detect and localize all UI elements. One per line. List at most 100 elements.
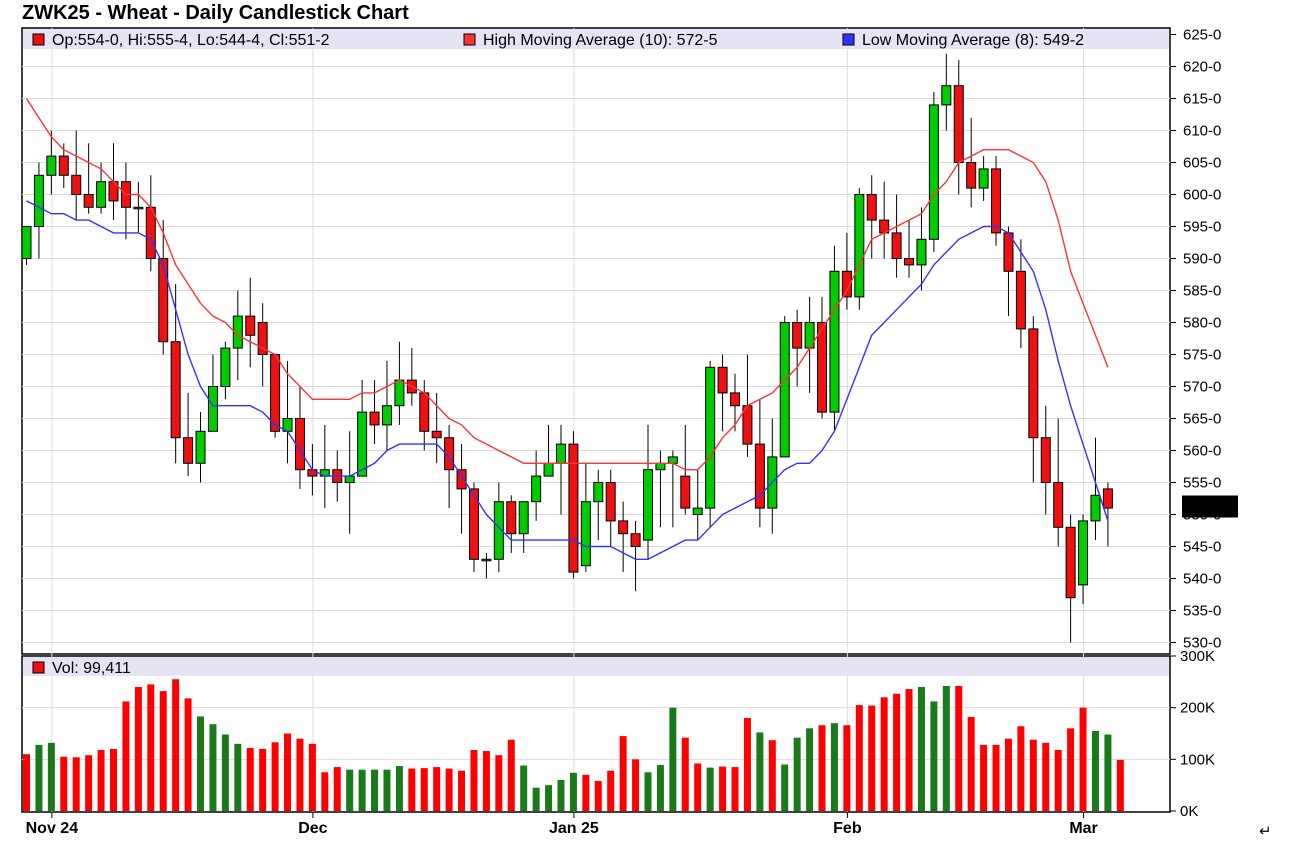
chart-title: ZWK25 - Wheat - Daily Candlestick Chart: [22, 2, 409, 24]
volume-bar: [656, 765, 664, 811]
candle: [1015, 239, 1026, 349]
volume-bar: [632, 759, 640, 811]
volume-bar: [296, 738, 304, 811]
candle: [754, 399, 765, 528]
price-tick-label: 595-0: [1183, 219, 1221, 236]
candle-body: [1102, 488, 1113, 509]
candle-body: [183, 437, 194, 464]
candle-body: [953, 85, 964, 163]
candle: [792, 309, 803, 387]
candle-body: [829, 270, 840, 413]
candle: [1078, 514, 1089, 605]
volume-bar: [607, 770, 615, 811]
candle: [978, 156, 989, 201]
volume-bar: [209, 724, 217, 811]
volume-tick-label: 200K: [1180, 700, 1215, 717]
candle-body: [817, 322, 828, 413]
price-tick-label: 585-0: [1183, 283, 1221, 300]
candle-body: [245, 315, 256, 336]
candle: [717, 354, 728, 432]
candle-body: [220, 347, 231, 388]
candle: [779, 316, 790, 458]
volume-bar: [594, 781, 602, 811]
volume-tick-label: 100K: [1180, 751, 1215, 768]
candle-body: [468, 488, 479, 560]
candle-body: [580, 501, 591, 567]
candle-body: [730, 392, 741, 407]
candle-body: [232, 315, 243, 349]
price-tick-label: 570-0: [1183, 379, 1221, 396]
candle-body: [1078, 520, 1089, 586]
last-price-marker: [1182, 495, 1238, 518]
candle: [705, 360, 716, 528]
volume-bar: [1017, 726, 1025, 811]
volume-bar: [781, 764, 789, 811]
volume-bar: [284, 733, 292, 811]
volume-tick-label: 0K: [1180, 803, 1198, 820]
candle: [369, 380, 380, 445]
candle-body: [344, 475, 355, 484]
volume-bar: [395, 766, 403, 811]
candle: [568, 431, 579, 579]
volume-bar: [930, 701, 938, 811]
candle: [456, 444, 467, 534]
candle-body: [83, 194, 94, 208]
volume-bar: [719, 766, 727, 811]
volume-bar: [184, 698, 192, 811]
candle-body: [518, 501, 529, 535]
candle-body: [891, 232, 902, 259]
candle-body: [419, 392, 430, 432]
volume-bar: [72, 757, 80, 811]
volume-bar: [1091, 730, 1099, 811]
volume-legend-bar: [23, 657, 1169, 676]
volume-bar: [955, 685, 963, 811]
candle-body: [21, 226, 32, 259]
volume-tick-label: 300K: [1180, 648, 1215, 665]
candle: [207, 354, 218, 432]
volume-bar: [308, 743, 316, 811]
candle-body: [991, 168, 1002, 234]
candle-body: [369, 411, 380, 426]
ohlc-legend-text: Op:554-0, Hi:555-4, Lo:544-4, Cl:551-2: [52, 32, 330, 49]
price-tick-label: 555-0: [1183, 475, 1221, 492]
volume-bar: [35, 744, 43, 811]
candle: [444, 424, 455, 509]
candle: [481, 552, 492, 579]
volume-bar: [557, 780, 565, 811]
volume-bar: [1054, 750, 1062, 811]
high-ma-legend-swatch: [463, 33, 476, 46]
price-tick-label: 625-0: [1183, 27, 1221, 44]
volume-bar: [346, 769, 354, 811]
volume-bar: [470, 750, 478, 811]
volume-legend-swatch: [32, 661, 45, 674]
candle: [431, 392, 442, 464]
volume-bar: [830, 723, 838, 811]
volume-bar: [321, 772, 329, 811]
candle: [46, 130, 57, 195]
candle-body: [692, 507, 703, 516]
candle: [183, 392, 194, 477]
price-tick-label: 620-0: [1183, 59, 1221, 76]
volume-bar: [905, 689, 913, 811]
candle-body: [33, 174, 44, 228]
price-tick-label: 535-0: [1183, 603, 1221, 620]
candle: [991, 156, 1002, 246]
candle-body: [928, 104, 939, 240]
candle: [866, 175, 877, 259]
candle: [195, 412, 206, 483]
volume-bar: [768, 740, 776, 811]
date-label: Mar: [1069, 820, 1097, 837]
price-tick-label: 610-0: [1183, 123, 1221, 140]
volume-bar: [445, 768, 453, 811]
volume-bar: [520, 765, 528, 811]
candle-body: [717, 366, 728, 394]
candle-body: [630, 533, 641, 548]
volume-legend-text: Vol: 99,411: [52, 660, 131, 677]
candle-body: [431, 430, 442, 439]
volume-bar: [371, 769, 379, 811]
candle-body: [381, 405, 392, 426]
candle-body: [854, 194, 865, 298]
date-label: Feb: [833, 820, 862, 837]
high-ma-legend-text: High Moving Average (10): 572-5: [483, 32, 718, 49]
